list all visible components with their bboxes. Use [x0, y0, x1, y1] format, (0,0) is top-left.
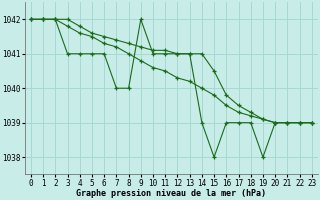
X-axis label: Graphe pression niveau de la mer (hPa): Graphe pression niveau de la mer (hPa) [76, 189, 266, 198]
